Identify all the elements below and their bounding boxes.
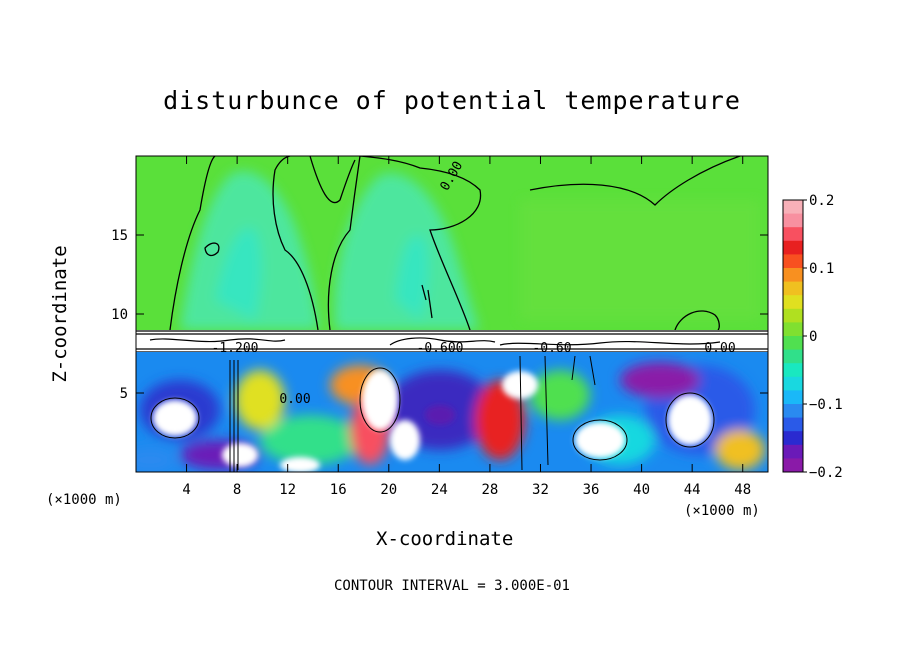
colorbar-segment: [783, 295, 803, 310]
colorbar-segment: [783, 458, 803, 473]
x-tick-label: 20: [380, 482, 397, 498]
upper-plumes: [180, 171, 760, 330]
colorbar-tick-label: 0.1: [809, 261, 834, 277]
chart-title: disturbunce of potential temperature: [163, 86, 741, 115]
x-tick-label: 4: [182, 482, 190, 498]
colorbar-segment: [783, 200, 803, 215]
contour-label: 0.00: [704, 341, 735, 356]
y-tick-label: 5: [120, 386, 128, 402]
colorbar-segment: [783, 349, 803, 364]
colorbar-segment: [783, 417, 803, 432]
y-tick-label: 15: [111, 228, 128, 244]
contour-interval-note: CONTOUR INTERVAL = 3.000E-01: [333, 578, 570, 594]
x-unit-label-left: (×1000 m): [46, 492, 122, 508]
colorbar-segment: [783, 254, 803, 269]
x-tick-label: 24: [431, 482, 448, 498]
x-tick-label: 12: [279, 482, 296, 498]
colorbar: 0.2 0.1 0 −0.1 −0.2: [782, 193, 843, 481]
contour-label: -0.600: [417, 341, 464, 356]
x-tick-label: 8: [233, 482, 241, 498]
x-tick-label: 44: [684, 482, 701, 498]
x-tick-label: 28: [481, 482, 498, 498]
colorbar-segment: [783, 444, 803, 459]
colorbar-tick-label: 0.2: [809, 193, 834, 209]
colorbar-segment: [783, 268, 803, 283]
colorbar-tick-label: −0.1: [809, 397, 843, 413]
y-tick-label: 10: [111, 307, 128, 323]
x-tick-label: 16: [330, 482, 347, 498]
colorbar-segment: [783, 322, 803, 337]
colorbar-segment: [783, 336, 803, 351]
colorbar-segment: [783, 363, 803, 378]
colorbar-segment: [783, 431, 803, 446]
x-tick-label: 40: [633, 482, 650, 498]
colorbar-segment: [783, 281, 803, 296]
contour-label: -1.200: [212, 341, 259, 356]
lower-white-patches: [153, 370, 712, 472]
x-tick-label: 32: [532, 482, 549, 498]
colorbar-segment: [783, 213, 803, 228]
upper-contours: [169, 156, 741, 331]
colorbar-segment: [783, 308, 803, 323]
x-tick-label: 36: [583, 482, 600, 498]
lower-contours: [150, 355, 715, 472]
heatmap-field: [136, 156, 768, 472]
contour-label: -0.60: [532, 341, 571, 356]
colorbar-tick-label: −0.2: [809, 465, 843, 481]
x-unit-label-right: (×1000 m): [684, 503, 760, 519]
colorbar-segment: [783, 227, 803, 242]
band-contours: [136, 330, 768, 353]
colorbar-segment: [783, 404, 803, 419]
colorbar-segment: [783, 240, 803, 255]
x-axis-label: X-coordinate: [376, 528, 514, 550]
colorbar-segment: [783, 390, 803, 405]
contour-label: 0.00: [279, 392, 310, 407]
y-axis-label: Z-coordinate: [49, 245, 71, 383]
colorbar-tick-label: 0: [809, 329, 817, 345]
x-tick-label: 48: [734, 482, 751, 498]
colorbar-segment: [783, 376, 803, 391]
